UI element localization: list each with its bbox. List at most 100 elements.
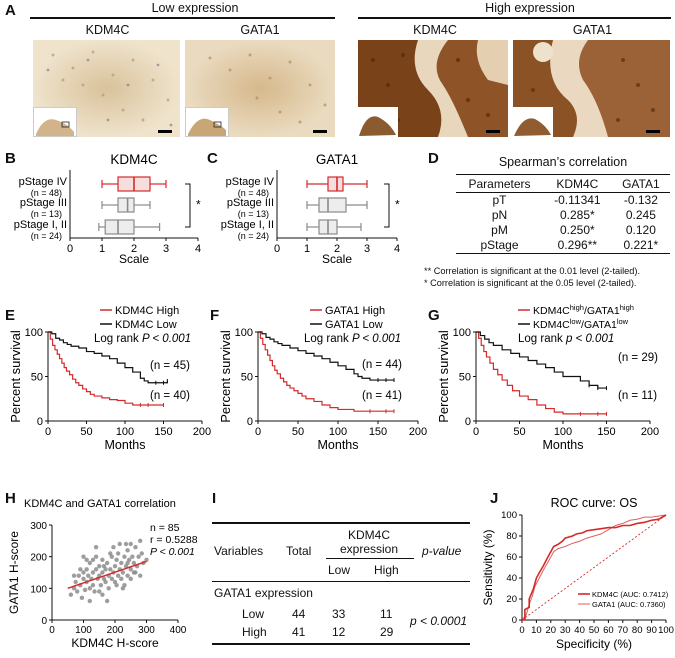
scatter-point [119,576,124,582]
x-axis-label: Scale [322,252,352,266]
chart-title: ROC curve: OS [551,496,638,510]
col-high: High [374,563,399,577]
scatter-point [75,589,80,594]
spearman-top-rule [456,174,670,175]
category-label: pStage I, II [221,219,274,231]
n-label-low: (n = 29) [618,352,658,364]
y-tick-label: 100 [501,510,517,521]
scatter-point [68,592,74,597]
significance-star: * [395,198,400,212]
panel-label-d: D [428,150,439,167]
logrank-label: Log rank P < 0.001 [304,333,401,345]
scale-bar [646,130,660,133]
significance-bracket [185,183,191,228]
category-label: pStage I, II [14,219,67,231]
logrank-text: Log rank [94,333,142,345]
scatter-point [138,538,143,544]
scatter-point [86,573,91,578]
x-tick-label: 50 [589,625,600,636]
legend-label-part: /GATA1 [584,305,620,317]
scatter-point [125,560,130,566]
footnote-single-star: * Correlation is significant at the 0.05… [424,278,637,288]
kdm4c-header: KDM4C expression [324,528,414,556]
x-axis-label: Specificity (%) [556,637,632,651]
y-tick-label: 50 [459,372,471,384]
x-tick-label: 4 [394,243,400,255]
scatter-point [100,570,105,575]
x-tick-label: 200 [641,426,659,438]
scatter-point [78,567,83,572]
legend-label-part: high [620,303,634,312]
n-label-high: (n = 41) [362,390,402,402]
scatter-point [81,554,86,559]
scatter-point [104,560,110,566]
y-tick-label: 20 [506,594,517,605]
scatter-point [133,544,138,550]
x-tick-label: 0 [519,625,524,636]
panel-label-g: G [428,307,440,324]
x-tick-label: 20 [546,625,557,636]
col-low: Low [328,563,351,577]
high-expression-bar [358,17,671,19]
scatter-point [128,567,133,572]
logrank-label: Log rank P < 0.001 [94,333,191,345]
spearman-title: Spearman’s correlation [498,155,628,169]
n-label-high: (n = 40) [150,390,190,402]
img-title-3: KDM4C [413,23,457,37]
y-tick-label: 0 [37,416,43,428]
col-variables: Variables [214,544,264,558]
low-expression-title: Low expression [151,1,239,15]
x-tick-label: 200 [107,625,124,636]
table-cell: 0.120 [625,223,656,237]
x-tick-label: 0 [255,426,261,438]
x-tick-label: 100 [658,625,674,636]
x-tick-label: 30 [560,625,571,636]
x-tick-label: 150 [154,426,172,438]
ihc-image-gata1-low [185,40,335,137]
scatter-point [87,560,93,566]
x-tick-label: 1 [304,243,310,255]
img-title-2: GATA1 [240,23,280,37]
legend-label-part: high [570,303,584,312]
x-tick-label: 3 [163,243,169,255]
scatter-point [123,541,129,547]
table-row: pT -0.11341 -0.132 [456,193,670,209]
x-tick-label: 50 [292,426,304,438]
category-n: (n = 48) [31,188,62,198]
row-group: GATA1 expression [214,586,313,600]
category-label: pStage IV [226,176,275,188]
table-cell: pN [491,208,508,222]
ihc-image-kdm4c-high [358,40,508,137]
panel-label-j: J [490,490,499,507]
logrank-label: Log rank p < 0.001 [518,333,614,345]
scatter-point [130,554,135,559]
table-cell: 29 [380,625,394,639]
scatter-point [100,592,105,597]
x-tick-label: 150 [597,426,615,438]
reference-diagonal [521,514,667,621]
panel-label-b: B [5,150,16,167]
contingency-table: KDM4C expression Variables Total p-value… [212,522,472,645]
chart-title: KDM4C and GATA1 correlation [24,498,176,510]
x-tick-label: 400 [170,625,187,636]
roc-curve [521,514,667,621]
scatter-point [106,586,111,591]
legend-label-gata1: GATA1 (AUC: 0.7360) [592,600,666,609]
spearman-header: Parameters [468,177,531,191]
x-tick-label: 0 [45,426,51,438]
panel-label-h: H [5,490,16,507]
survival-curve [48,331,164,406]
table-cell: Low [242,607,265,621]
scatter-point [103,579,108,585]
x-tick-label: 60 [603,625,614,636]
box-body [104,219,135,235]
x-axis-label: KDM4C H-score [71,636,159,650]
category-label: pStage IV [19,176,68,188]
scatter-point [101,563,107,569]
legend-label-part: KDM4C [533,319,570,331]
category-n: (n = 24) [238,231,269,241]
survival-curve [476,331,607,415]
legend-label-high: KDM4C High [115,305,179,317]
spearman-header: KDM4C [556,177,599,191]
stat-n: n = 85 [150,522,180,534]
